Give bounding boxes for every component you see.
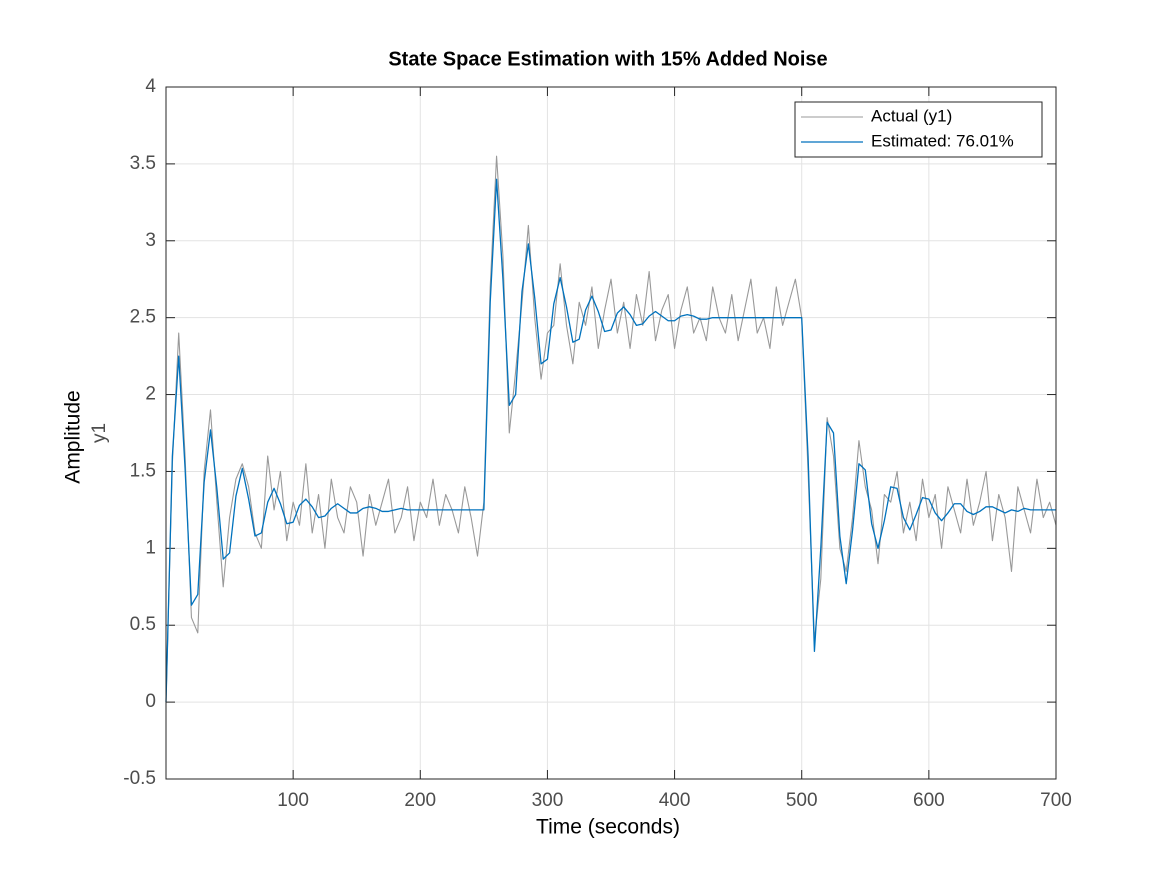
- legend-box: [794, 101, 1043, 158]
- chart-title: State Space Estimation with 15% Added No…: [388, 48, 827, 70]
- y-axis-label: Amplitude: [62, 390, 85, 483]
- x-tick-label: 700: [1040, 790, 1072, 811]
- x-tick-label: 600: [913, 790, 945, 811]
- y-tick-label: 0.5: [130, 614, 156, 635]
- plot-area: [166, 87, 1056, 779]
- series-line: [165, 155, 1057, 703]
- series-line: [165, 178, 1056, 703]
- y-tick-label: 1: [145, 537, 156, 558]
- y-tick-label: -0.5: [123, 768, 156, 789]
- x-tick-label: 400: [659, 790, 691, 811]
- y-tick-label: 3: [145, 230, 156, 251]
- legend-label: Estimated: 76.01%: [871, 131, 1014, 150]
- x-axis-label: Time (seconds): [536, 816, 680, 839]
- y-axis-sublabel: y1: [89, 423, 110, 443]
- y-tick-label: 2: [145, 384, 156, 405]
- legend: Actual (y1) Estimated: 76.01%: [794, 101, 1043, 158]
- x-tick-label: 100: [277, 790, 309, 811]
- x-tick-label: 300: [532, 790, 564, 811]
- y-tick-label: 4: [145, 76, 156, 97]
- x-tick-label: 200: [404, 790, 436, 811]
- axes-box: [165, 86, 1057, 780]
- y-tick-label: 1.5: [130, 460, 156, 481]
- x-tick-label: 500: [786, 790, 818, 811]
- y-tick-label: 0: [145, 691, 156, 712]
- y-tick-label: 2.5: [130, 307, 156, 328]
- legend-label: Actual (y1): [871, 106, 952, 125]
- y-tick-label: 3.5: [130, 153, 156, 174]
